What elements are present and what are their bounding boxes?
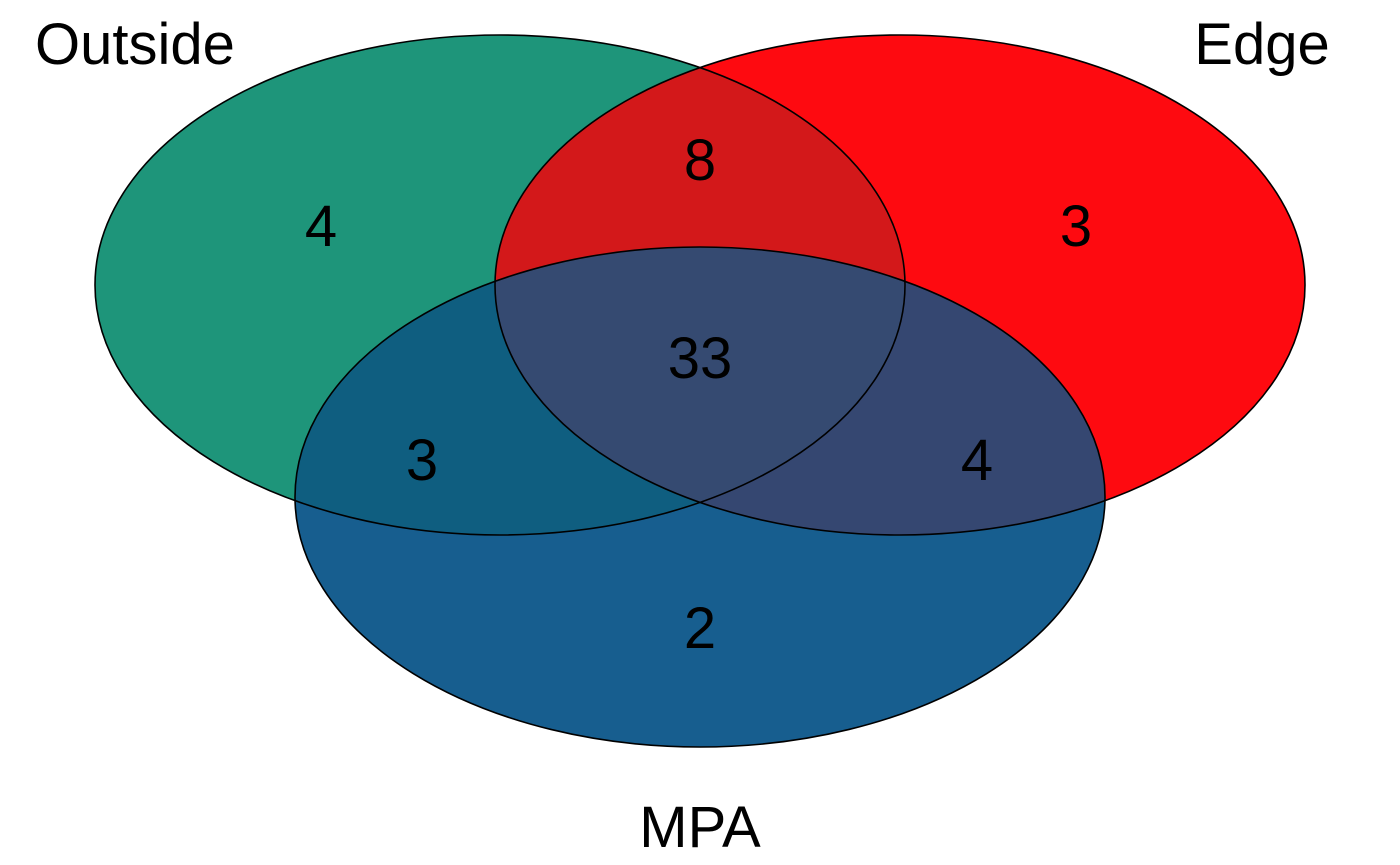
outside-only-count: 4 xyxy=(305,194,337,259)
outside-set-outline xyxy=(94,34,906,536)
edge-mpa-count: 4 xyxy=(961,428,993,493)
mpa-only-count: 2 xyxy=(684,596,716,661)
outside-mpa-count: 3 xyxy=(406,428,438,493)
outside-edge-count: 8 xyxy=(684,128,716,193)
mpa-set-outline xyxy=(294,246,1106,748)
edge-set-outline xyxy=(494,34,1306,536)
edge-only-count: 3 xyxy=(1060,194,1092,259)
edge-set-label: Edge xyxy=(1194,12,1329,77)
all-three-count: 33 xyxy=(668,326,733,391)
mpa-set-label: MPA xyxy=(639,795,761,860)
outside-set-label: Outside xyxy=(35,12,235,77)
